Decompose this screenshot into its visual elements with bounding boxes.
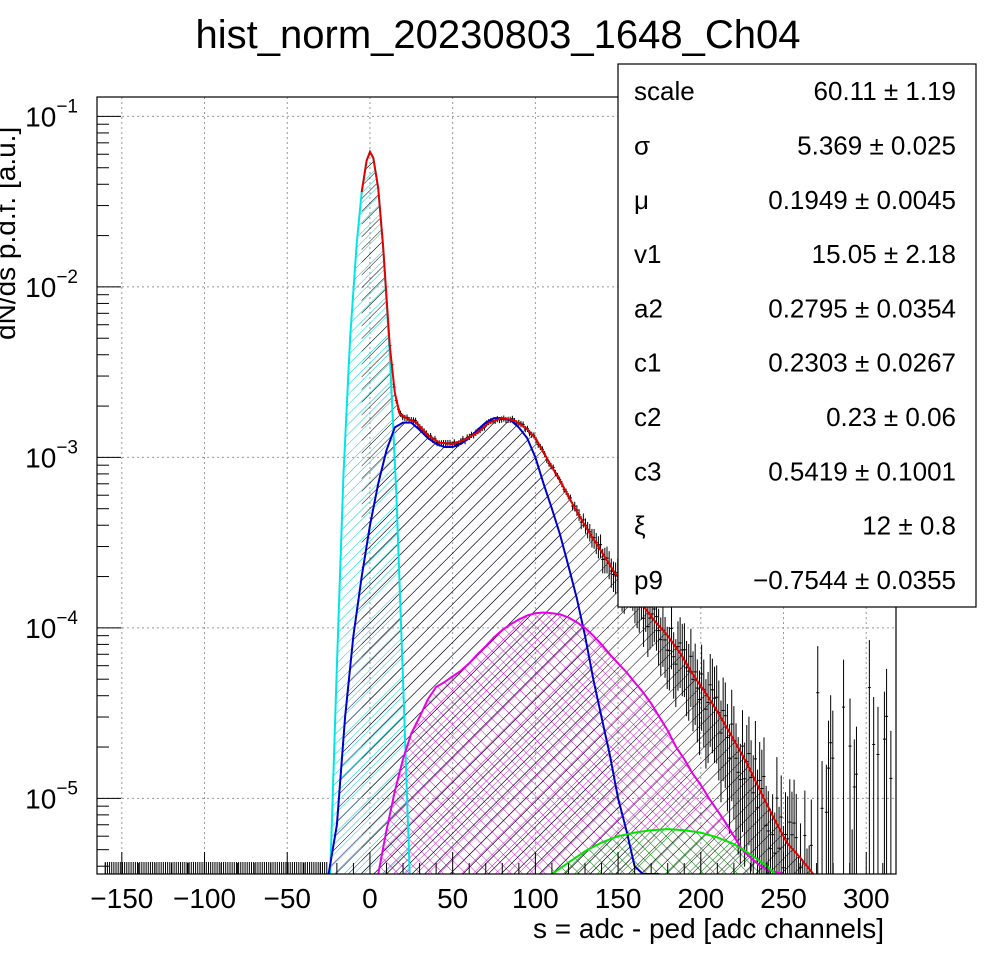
series-layer	[328, 151, 814, 874]
total-fit-curve	[360, 149, 815, 874]
y-tick-label: 10−1	[25, 96, 78, 132]
stat-name: v1	[634, 239, 661, 269]
stats-rows: scale 60.11 ± 1.19 σ 5.369 ± 0.025 μ 0.1949 ±…	[634, 76, 956, 595]
x-tick-label: 300	[843, 883, 890, 914]
stat-name: ξ	[634, 511, 646, 541]
y-tick-label: 10−3	[25, 437, 78, 473]
x-tick-label: 50	[437, 883, 468, 914]
stat-value: 0.2795 ± 0.0354	[768, 293, 956, 323]
stat-value: 0.2303 ± 0.0267	[768, 348, 956, 378]
stat-value: 15.05 ± 2.18	[812, 239, 956, 269]
x-tick-labels: −150 −100 −50 0 50 100 150 200 250 300	[90, 883, 889, 914]
stat-name: c3	[634, 456, 661, 486]
total-fit-area	[361, 151, 814, 874]
x-tick-label: −100	[173, 883, 236, 914]
stat-value: 0.5419 ± 0.1001	[768, 456, 956, 486]
stats-box-frame	[617, 63, 977, 608]
stat-name: c1	[634, 348, 661, 378]
stat-value: −0.7544 ± 0.0355	[753, 565, 956, 595]
x-tick-label: 100	[512, 883, 559, 914]
stat-value: 12 ± 0.8	[862, 511, 956, 541]
stat-name: scale	[634, 76, 695, 106]
green-component-curve	[551, 828, 776, 874]
x-axis-title: s = adc - ped [adc channels]	[533, 913, 884, 944]
axis-ticks	[97, 115, 884, 874]
stat-value: 0.1949 ± 0.0045	[768, 185, 956, 215]
stat-name: μ	[634, 185, 649, 215]
x-tick-label: 250	[760, 883, 807, 914]
stat-value: 60.11 ± 1.19	[814, 76, 956, 106]
stat-name: p9	[634, 565, 663, 595]
y-tick-label: 10−5	[25, 778, 78, 814]
y-tick-labels: 10−1 10−2 10−3 10−4 10−5	[25, 96, 78, 814]
chart-title: hist_norm_20230803_1648_Ch04	[196, 13, 801, 57]
stat-name: σ	[634, 130, 650, 160]
fit-curves	[327, 149, 815, 874]
y-tick-label: 10−4	[25, 608, 78, 644]
blue-component-curve	[327, 417, 660, 874]
y-axis-title: dN/ds p.d.f. [a.u.]	[0, 127, 21, 340]
x-tick-label: 200	[677, 883, 724, 914]
x-tick-label: −50	[263, 883, 311, 914]
x-tick-label: −150	[90, 883, 153, 914]
y-tick-label: 10−2	[25, 267, 78, 303]
stat-name: a2	[634, 293, 663, 323]
stats-box: scale 60.11 ± 1.19 σ 5.369 ± 0.025 μ 0.1949 ±…	[617, 63, 977, 608]
stat-value: 0.23 ± 0.06	[826, 402, 956, 432]
stat-value: 5.369 ± 0.025	[797, 130, 956, 160]
x-tick-label: 150	[595, 883, 642, 914]
stat-name: c2	[634, 402, 661, 432]
magenta-component-curve	[377, 611, 784, 874]
x-tick-label: 0	[362, 883, 378, 914]
